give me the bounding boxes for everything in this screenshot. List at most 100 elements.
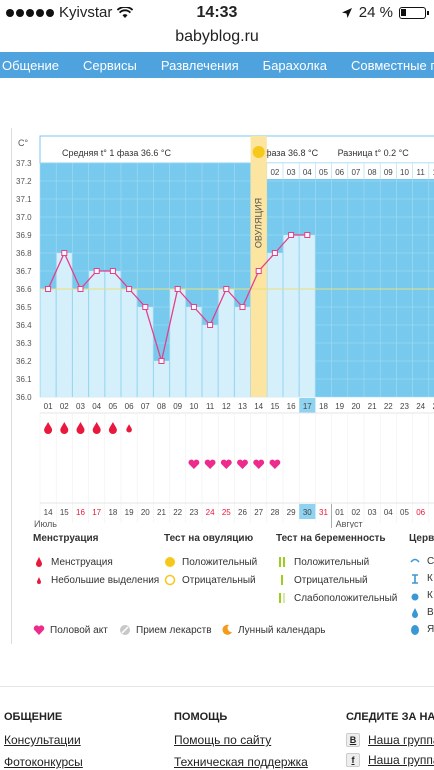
legend-label: Слабоположительный <box>294 592 398 604</box>
temperature-bar <box>153 361 170 397</box>
cycle-day-label: 24 <box>416 402 425 411</box>
footer-link-consultations[interactable]: Консультации <box>4 733 81 747</box>
temperature-bar <box>72 289 89 397</box>
temperature-point <box>223 286 230 292</box>
ovulation-label: ОВУЛЯЦИЯ <box>254 198 264 248</box>
nav-item-flea-market[interactable]: Барахолка <box>262 57 327 73</box>
facebook-icon: f <box>346 753 360 767</box>
legend-row: Су <box>409 553 434 570</box>
cycle-day-label: 18 <box>319 402 328 411</box>
temperature-point <box>207 322 214 328</box>
chart-legend: Менструация Менструация Небольшие выделе… <box>33 533 434 643</box>
calendar-date-label: 23 <box>189 508 198 517</box>
intercourse-heart <box>269 459 281 469</box>
temperature-bar <box>267 253 283 397</box>
temperature-point <box>174 286 181 292</box>
legend-row: Положительный <box>164 553 257 571</box>
temperature-point <box>239 304 246 310</box>
calendar-date-label: 01 <box>335 508 344 517</box>
legend-pregnancy-title: Тест на беременность <box>276 533 386 544</box>
calendar-date-label: 02 <box>351 508 360 517</box>
y-axis-unit: C° <box>18 138 28 148</box>
temperature-difference: Разница t° 0.2 °C <box>338 148 410 158</box>
nav-item-communication[interactable]: Общение <box>2 57 60 73</box>
phase2-day-label: 12 <box>432 168 434 177</box>
cycle-day-label: 14 <box>254 402 263 411</box>
intercourse-heart <box>220 459 232 469</box>
y-tick-label: 36.9 <box>16 231 32 240</box>
phase2-day-label: 11 <box>417 168 426 177</box>
hollow-dot-icon <box>164 574 176 586</box>
temperature-point <box>61 250 68 256</box>
legend-label: Отрицательный <box>182 574 256 586</box>
legend-row: К <box>409 570 434 587</box>
temperature-point <box>158 358 165 364</box>
footer-title: СЛЕДИТЕ ЗА НАМИ <box>346 711 434 723</box>
cycle-day-label: 09 <box>173 402 182 411</box>
legend-row: Небольшие выделения <box>33 571 159 589</box>
legend-row: К <box>409 587 434 604</box>
cycle-day-label: 01 <box>44 402 53 411</box>
legend-label: Менструация <box>51 556 113 568</box>
cervix-watery-icon <box>412 607 418 618</box>
y-tick-label: 36.1 <box>16 375 32 384</box>
legend-lunar[interactable]: Лунный календарь <box>221 621 326 639</box>
footer-link-tech-support[interactable]: Техническая поддержка <box>174 755 308 769</box>
phase2-day-label: 09 <box>384 168 393 177</box>
cycle-day-label: 03 <box>76 402 85 411</box>
y-tick-label: 37.1 <box>16 195 32 204</box>
cycle-day-label: 13 <box>238 402 247 411</box>
legend-label: Я <box>427 624 434 635</box>
pill-icon <box>120 625 130 635</box>
nav-item-services[interactable]: Сервисы <box>83 57 137 73</box>
footer-link-photo-contests[interactable]: Фотоконкурсы <box>4 755 83 769</box>
legend-row: Менструация <box>33 553 159 571</box>
cervix-dry-icon <box>410 558 420 563</box>
nav-item-entertainment[interactable]: Развлечения <box>160 57 239 73</box>
phase2-day-label: 04 <box>303 168 312 177</box>
chart-header <box>39 135 434 164</box>
cycle-day-label: 02 <box>60 402 69 411</box>
footer-col-help: ПОМОЩЬ Помощь по сайту Техническая подде… <box>174 711 308 770</box>
legend-label: Су <box>427 556 434 567</box>
legend-medication: Прием лекарств <box>119 621 212 639</box>
temperature-bar <box>170 289 186 397</box>
intercourse-heart <box>253 459 265 469</box>
wifi-icon <box>117 6 134 18</box>
footer-col-communication: ОБЩЕНИЕ Консультации Фотоконкурсы <box>4 711 83 770</box>
menstruation-drop <box>60 422 69 434</box>
footer-link-vk-group[interactable]: B Наша группа <box>346 733 434 747</box>
y-tick-label: 37.3 <box>16 159 32 168</box>
cycle-day-label: 08 <box>157 402 166 411</box>
calendar-date-label: 26 <box>238 508 247 517</box>
y-tick-label: 36.0 <box>16 393 32 402</box>
legend-label: В <box>427 607 434 618</box>
y-tick-label: 37.2 <box>16 177 32 186</box>
yellow-dot-icon <box>165 557 175 567</box>
legend-row: Слабоположительный <box>276 589 397 607</box>
y-tick-label: 37.0 <box>16 213 32 222</box>
legend-ovulation-test: Тест на овуляцию Положительный Отрицател… <box>164 533 257 589</box>
location-arrow-icon <box>341 7 352 18</box>
heart-icon <box>33 625 45 635</box>
footer-title: ОБЩЕНИЕ <box>4 711 63 723</box>
footer-link-fb-group[interactable]: f Наша группа <box>346 753 434 767</box>
cycle-day-label: 23 <box>400 402 409 411</box>
current-day-highlight <box>299 398 316 413</box>
address-bar[interactable]: babyblog.ru <box>175 28 259 45</box>
calendar-date-label: 06 <box>416 508 425 517</box>
legend-pregnancy-test: Тест на беременность Положительный Отриц… <box>276 533 397 607</box>
legend-label: Половой акт <box>50 624 108 636</box>
calendar-date-label: 25 <box>222 508 231 517</box>
temperature-point <box>109 268 116 274</box>
footer-link-site-help[interactable]: Помощь по сайту <box>174 733 272 747</box>
nav-item-joint-purchases[interactable]: Совместные покупки <box>350 57 434 73</box>
calendar-date-label: 30 <box>303 508 312 517</box>
cycle-day-label: 06 <box>125 402 134 411</box>
month-label-july: Июль <box>34 519 57 528</box>
calendar-date-label: 31 <box>319 508 328 517</box>
status-bar: Kyivstar 14:33 24 % <box>0 0 434 26</box>
y-tick-label: 36.7 <box>16 267 32 276</box>
menstruation-drop <box>44 422 53 434</box>
calendar-date-label: 04 <box>384 508 393 517</box>
